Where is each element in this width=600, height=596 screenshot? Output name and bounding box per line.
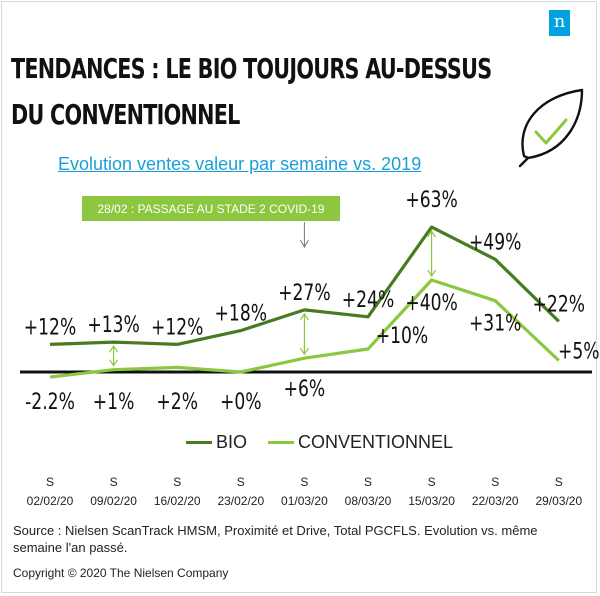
- data-label-bio: +63%: [405, 187, 457, 213]
- copyright-note: Copyright © 2020 The Nielsen Company: [13, 566, 229, 580]
- x-tick-label: 08/03/20: [345, 494, 392, 508]
- x-tick-label: 01/03/20: [281, 494, 328, 508]
- x-tick-label: 16/02/20: [154, 494, 201, 508]
- gap-marker-head-bottom: [109, 359, 119, 367]
- data-label-bio: +24%: [342, 287, 394, 313]
- chart-title-line-1: TENDANCES : LE BIO TOUJOURS AU-DESSUS: [11, 52, 492, 85]
- data-label-conventionnel: -2.2%: [25, 389, 75, 415]
- x-tick-prefix: S: [428, 475, 436, 489]
- x-tick-label: 02/02/20: [27, 494, 74, 508]
- data-label-conventionnel: +6%: [284, 376, 326, 402]
- x-tick-prefix: S: [364, 475, 372, 489]
- data-label-bio: +12%: [151, 314, 203, 340]
- annotation-pointer-head: [299, 239, 309, 249]
- data-label-conventionnel: +40%: [405, 290, 457, 316]
- data-label-bio: +12%: [24, 314, 76, 340]
- source-note: Source : Nielsen ScanTrack HMSM, Proximi…: [13, 523, 538, 555]
- legend-swatch-conventionnel: [268, 441, 294, 444]
- data-label-conventionnel: +5%: [558, 338, 600, 364]
- data-label-conventionnel: +0%: [220, 389, 262, 415]
- nielsen-logo: n: [549, 10, 570, 36]
- x-tick-prefix: S: [173, 475, 181, 489]
- legend-item-conventionnel: CONVENTIONNEL: [268, 432, 453, 453]
- data-label-bio: +49%: [469, 229, 521, 255]
- legend-item-bio: BIO: [186, 432, 247, 453]
- chart-title-line-2: DU CONVENTIONNEL: [11, 98, 240, 131]
- legend-label-bio: BIO: [216, 432, 248, 452]
- data-label-conventionnel: +2%: [156, 389, 198, 415]
- x-tick-prefix: S: [237, 475, 245, 489]
- series-line-bio: [49, 225, 560, 346]
- x-tick-prefix: S: [110, 475, 118, 489]
- x-tick-label: 22/03/20: [472, 494, 519, 508]
- data-label-conventionnel: +10%: [376, 323, 428, 349]
- line-chart: +12% +13% +12% +18% +27% +24% +63% +49% +22% -2.2…: [20, 187, 600, 508]
- gap-marker-head-bottom: [427, 269, 437, 278]
- annotation-box: [82, 196, 340, 221]
- chart-subtitle-link[interactable]: Evolution ventes valeur par semaine vs. …: [58, 154, 422, 174]
- data-label-bio: +22%: [533, 291, 585, 317]
- data-label-bio: +18%: [215, 301, 267, 327]
- gap-marker-head-top: [109, 345, 119, 353]
- legend-label-conventionnel: CONVENTIONNEL: [298, 432, 454, 452]
- x-tick-label: 29/03/20: [535, 494, 582, 508]
- gap-marker-head-top: [427, 230, 437, 238]
- x-tick-label: 15/03/20: [408, 494, 455, 508]
- x-tick-prefix: S: [300, 475, 308, 489]
- annotation-text: 28/02 : PASSAGE AU STADE 2 COVID-19: [98, 202, 325, 216]
- data-label-bio: +27%: [278, 280, 330, 306]
- leaf-check-icon: [518, 88, 584, 168]
- series-line-conventionnel: [49, 278, 560, 379]
- gap-marker-head-top: [299, 312, 309, 321]
- data-label-conventionnel: +31%: [469, 311, 521, 337]
- x-tick-prefix: S: [555, 475, 563, 489]
- x-tick-label: 09/02/20: [90, 494, 137, 508]
- gap-marker-head-bottom: [299, 347, 309, 356]
- x-tick-prefix: S: [491, 475, 499, 489]
- data-label-bio: +13%: [87, 312, 139, 338]
- x-tick-prefix: S: [46, 475, 54, 489]
- legend-swatch-bio: [186, 441, 212, 444]
- x-tick-label: 23/02/20: [217, 494, 264, 508]
- data-label-conventionnel: +1%: [93, 389, 135, 415]
